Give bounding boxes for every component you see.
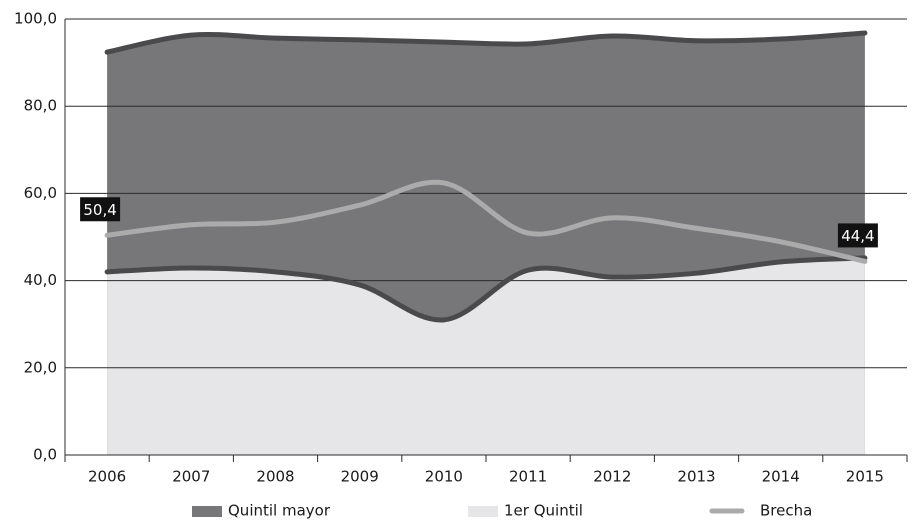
x-tick-label: 2007 (172, 468, 210, 486)
x-tick-label: 2008 (256, 468, 294, 486)
data-label-bg (80, 197, 121, 222)
y-tick-label: 20,0 (24, 358, 57, 376)
data-label: 44,4 (841, 227, 874, 245)
area (107, 257, 865, 455)
legend-swatch (192, 506, 222, 517)
x-tick-label: 2012 (593, 468, 631, 486)
x-tick-label: 2011 (509, 468, 547, 486)
data-label-bg (837, 223, 878, 248)
x-tick-label: 2010 (425, 468, 463, 486)
legend-label: Brecha (760, 502, 812, 520)
y-tick-label: 40,0 (24, 271, 57, 289)
legend-label: 1er Quintil (504, 502, 583, 520)
line (104, 30, 868, 55)
legend-swatch (468, 506, 498, 517)
y-tick-label: 80,0 (24, 97, 57, 115)
x-tick-label: 2013 (677, 468, 715, 486)
x-tick-label: 2006 (88, 468, 126, 486)
legend-label: Quintil mayor (228, 502, 331, 520)
x-tick-label: 2014 (762, 468, 800, 486)
y-tick-label: 0,0 (33, 446, 57, 464)
y-tick-label: 100,0 (14, 10, 57, 28)
data-label: 50,4 (83, 201, 116, 219)
line (104, 255, 868, 323)
line (104, 179, 868, 264)
x-tick-label: 2009 (341, 468, 379, 486)
x-tick-label: 2015 (846, 468, 884, 486)
y-tick-label: 60,0 (24, 184, 57, 202)
